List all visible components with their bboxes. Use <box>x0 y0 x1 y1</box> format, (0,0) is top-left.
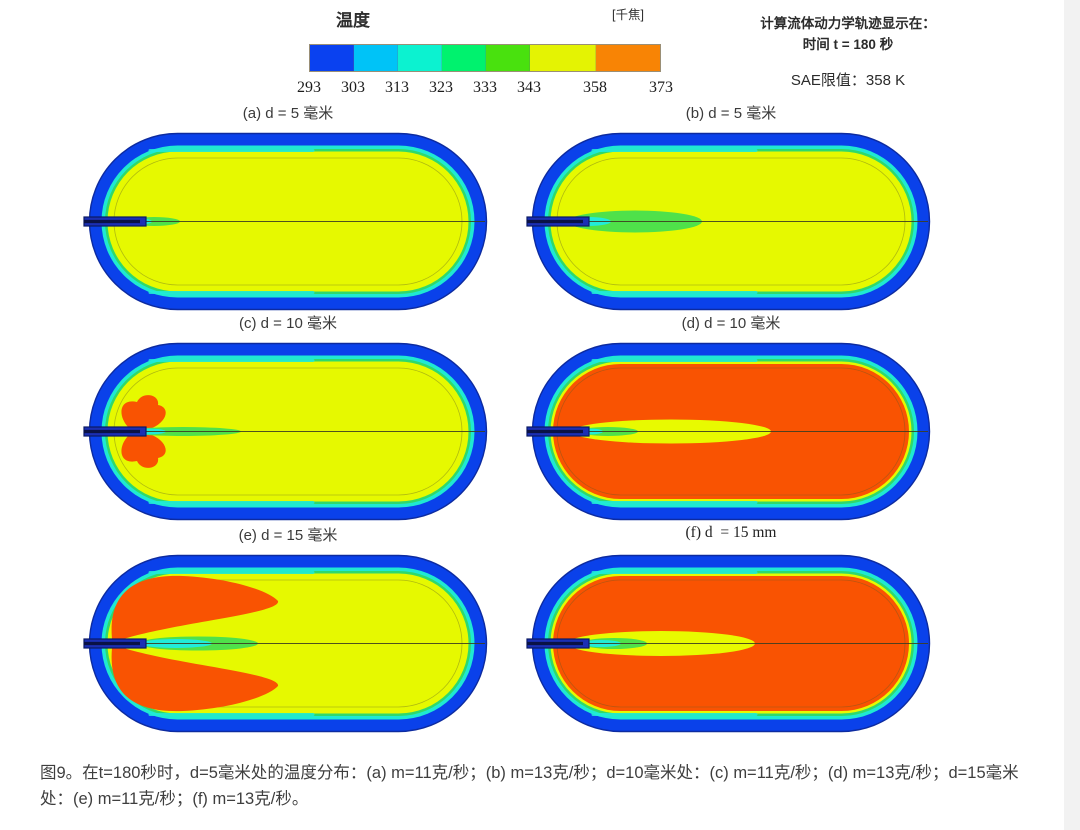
cfd-info-box: 计算流体动力学轨迹显示在： 时间 t = 180 秒 SAE限值：358 K <box>728 0 968 100</box>
tank-contour-f <box>526 554 931 733</box>
panel-f: (f) d = 15 mm <box>526 524 931 733</box>
panel-e: (e) d = 15 毫米 <box>83 524 488 733</box>
tank-contour-e <box>83 554 488 733</box>
colorbar-segment <box>354 45 398 71</box>
panel-f-label: (f) d = 15 mm <box>685 524 777 541</box>
colorbar-tick: 323 <box>429 79 453 96</box>
colorbar-segment <box>398 45 442 71</box>
panel-e-label: (e) d = 15 毫米 <box>238 527 338 544</box>
colorbar-tick: 333 <box>473 79 497 96</box>
panel-d: (d) d = 10 毫米 <box>526 312 931 521</box>
page-edge-strip <box>1064 0 1080 830</box>
panel-a-label: (a) d = 5 毫米 <box>242 105 334 122</box>
cfd-info-time: 时间 t = 180 秒 <box>802 37 894 52</box>
colorbar-unit-label: [千焦] <box>612 8 644 22</box>
colorbar-tick: 373 <box>649 79 673 96</box>
colorbar-tick: 293 <box>297 79 321 96</box>
colorbar-segment <box>530 45 596 71</box>
tank-contour-c <box>83 342 488 521</box>
figure-caption: 图9。在t=180秒时，d=5毫米处的温度分布：(a) m=11克/秒；(b) … <box>40 764 1019 809</box>
colorbar-tick: 343 <box>517 79 541 96</box>
panel-c: (c) d = 10 毫米 <box>83 312 488 521</box>
panel-c-label: (c) d = 10 毫米 <box>239 315 337 332</box>
colorbar-tick: 313 <box>385 79 409 96</box>
colorbar-tick: 303 <box>341 79 365 96</box>
colorbar-tick: 358 <box>583 79 607 96</box>
colorbar-ticks: 293 303 313 323 333 343 358 373 <box>297 79 673 99</box>
panel-b: (b) d = 5 毫米 <box>526 102 931 311</box>
cfd-info-heading: 计算流体动力学轨迹显示在： <box>760 16 936 31</box>
sae-limit-label: SAE限值：358 K <box>790 72 906 89</box>
tank-contour-a <box>83 132 488 311</box>
panel-d-label: (d) d = 10 毫米 <box>681 315 781 332</box>
tank-contour-d <box>526 342 931 521</box>
colorbar-segment <box>310 45 354 71</box>
panel-a: (a) d = 5 毫米 <box>83 102 488 311</box>
colorbar <box>309 44 661 72</box>
colorbar-segment <box>442 45 486 71</box>
colorbar-segment <box>595 45 660 71</box>
panel-b-label: (b) d = 5 毫米 <box>685 105 777 122</box>
colorbar-segment <box>486 45 530 71</box>
colorbar-title: 温度 <box>336 11 370 30</box>
tank-contour-b <box>526 132 931 311</box>
